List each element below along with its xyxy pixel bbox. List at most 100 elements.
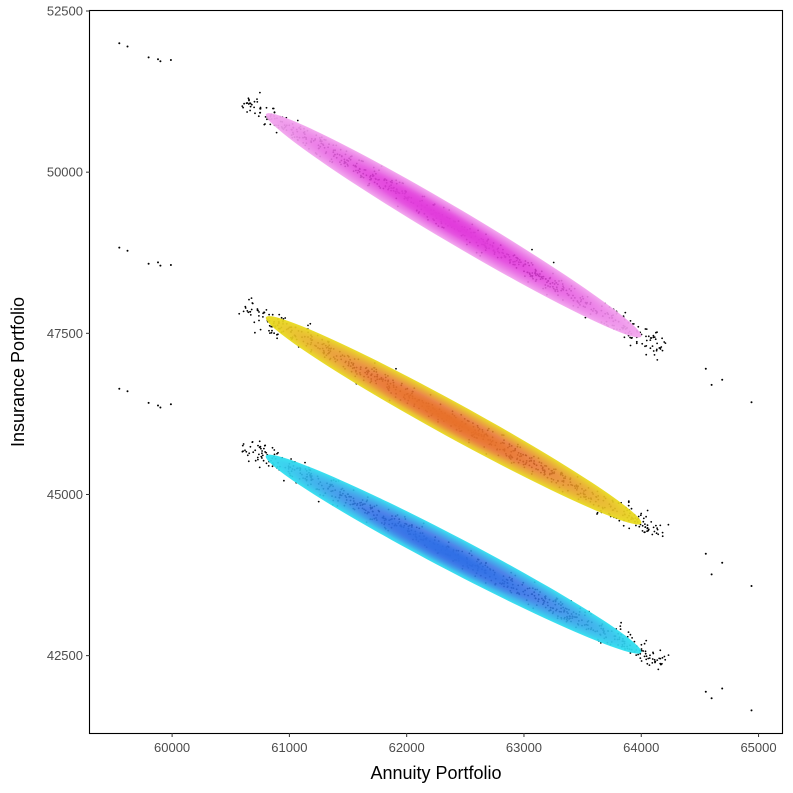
scatter-point	[630, 507, 633, 510]
scatter-point	[628, 527, 631, 530]
scatter-point	[638, 525, 641, 528]
scatter-point	[273, 332, 275, 335]
scatter-point	[242, 310, 245, 313]
x-tick-label: 62000	[389, 740, 425, 755]
scatter-point	[249, 105, 252, 108]
scatter-point	[258, 315, 260, 317]
y-tick-label: 47500	[47, 326, 83, 341]
scatter-point	[637, 325, 640, 328]
scatter-point	[650, 521, 653, 523]
scatter-point	[260, 447, 262, 450]
scatter-point	[620, 621, 622, 624]
scatter-point	[317, 500, 320, 503]
scatter-point	[643, 655, 646, 658]
scatter-point	[635, 342, 638, 345]
scatter-point	[261, 454, 264, 457]
scatter-point	[260, 455, 263, 458]
scatter-point	[254, 459, 257, 462]
scatter-point	[257, 444, 259, 447]
scatter-point	[242, 443, 245, 445]
scatter-point	[630, 337, 633, 339]
scatter-point	[627, 631, 630, 633]
scatter-point	[618, 519, 621, 522]
y-tick-label: 52500	[47, 4, 83, 19]
scatter-point	[253, 100, 256, 103]
scatter-point	[245, 450, 248, 453]
scatter-point	[661, 535, 664, 538]
scatter-point	[661, 337, 663, 340]
scatter-point	[640, 512, 643, 515]
scatter-point	[309, 322, 312, 325]
scatter-point	[649, 339, 652, 341]
scatter-point	[253, 321, 256, 324]
outlier-point	[126, 390, 129, 393]
scatter-point	[241, 444, 244, 447]
outlier-point	[159, 406, 162, 409]
outlier-point	[159, 264, 162, 267]
scatter-point	[656, 359, 659, 361]
scatter-point	[656, 528, 659, 531]
scatter-point	[270, 325, 273, 328]
scatter-point	[644, 531, 646, 533]
outlier-point	[704, 690, 707, 693]
scatter-point	[249, 102, 251, 104]
scatter-point	[645, 353, 648, 356]
x-tick-label: 64000	[623, 740, 659, 755]
scatter-point	[661, 656, 664, 659]
scatter-point	[249, 109, 252, 112]
scatter-point	[642, 520, 645, 523]
outlier-point	[157, 261, 159, 264]
scatter-point	[659, 348, 662, 350]
scatter-point	[645, 515, 647, 518]
scatter-point	[250, 103, 253, 106]
scatter-point	[265, 462, 268, 465]
scatter-point	[249, 445, 252, 448]
x-tick-label: 65000	[740, 740, 776, 755]
scatter-point	[655, 348, 658, 351]
scatter-point	[273, 449, 276, 451]
scatter-point	[629, 633, 632, 636]
scatter-point	[645, 345, 648, 347]
scatter-point	[647, 657, 650, 660]
scatter-point	[269, 332, 271, 334]
scatter-point	[552, 261, 555, 264]
outlier-point	[118, 387, 121, 390]
scatter-point	[667, 523, 670, 526]
plot-panel-border	[88, 9, 784, 735]
scatter-point	[250, 297, 253, 299]
scatter-point	[244, 307, 247, 309]
scatter-point	[644, 652, 647, 655]
scatter-point	[645, 655, 648, 658]
scatter-point	[273, 453, 276, 456]
scatter-point	[646, 524, 649, 527]
scatter-point	[648, 664, 651, 666]
scatter-point	[290, 458, 292, 460]
scatter-point	[264, 123, 266, 125]
scatter-point	[649, 654, 651, 657]
scatter-point	[278, 313, 281, 316]
scatter-point	[655, 524, 657, 527]
scatter-point	[653, 658, 656, 661]
x-axis-title: Annuity Portfolio	[370, 763, 501, 783]
scatter-point	[642, 650, 645, 652]
scatter-point	[280, 316, 283, 319]
scatter-point	[256, 456, 259, 459]
outlier-point	[157, 404, 159, 407]
scatter-point	[246, 454, 249, 457]
series-0	[118, 42, 753, 404]
scatter-point	[661, 662, 663, 665]
scatter-point	[275, 131, 278, 134]
scatter-point	[244, 449, 246, 452]
scatter-point	[654, 660, 656, 663]
scatter-point	[661, 531, 664, 534]
scatter-point	[645, 339, 648, 342]
scatter-point	[271, 446, 274, 449]
scatter-point	[649, 347, 652, 350]
scatter-point	[635, 524, 637, 527]
scatter-point	[261, 457, 263, 459]
scatter-point	[246, 310, 249, 312]
scatter-point	[646, 527, 649, 529]
scatter-point	[258, 311, 260, 313]
scatter-point	[646, 509, 649, 512]
